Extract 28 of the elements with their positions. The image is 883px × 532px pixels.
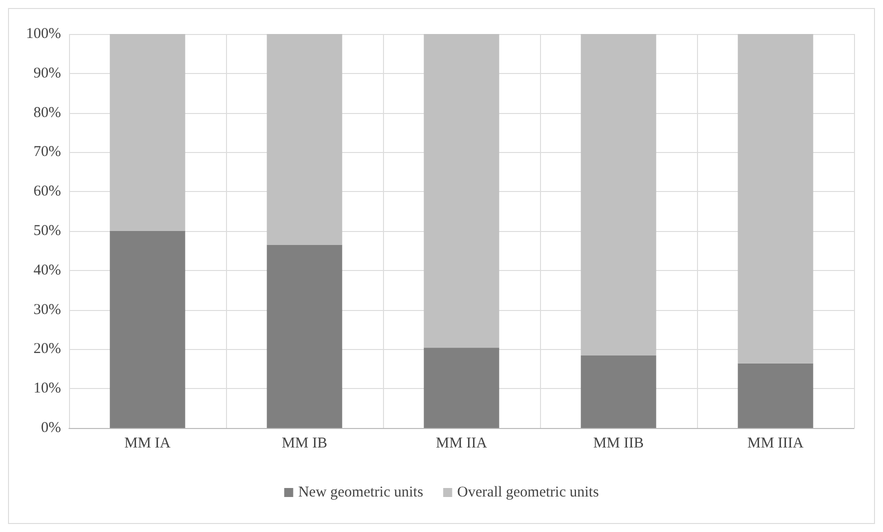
x-tick-label: MM IIIA xyxy=(747,436,804,452)
y-tick-label: 60% xyxy=(34,184,61,200)
y-tick-label: 50% xyxy=(34,223,61,239)
x-tick-label: MM IIB xyxy=(593,436,644,452)
bar xyxy=(738,363,814,428)
bar xyxy=(266,34,342,245)
bar xyxy=(580,356,656,428)
y-tick-label: 40% xyxy=(34,262,61,278)
legend-label: Overall geometric units xyxy=(457,484,599,500)
bar xyxy=(738,34,814,364)
y-tick-label: 80% xyxy=(34,104,61,121)
bar xyxy=(110,231,186,428)
bar xyxy=(110,34,186,231)
y-tick-label: 0% xyxy=(41,420,61,436)
x-tick-label: MM IA xyxy=(124,436,171,452)
y-tick-label: 70% xyxy=(34,144,61,160)
y-tick-label: 20% xyxy=(34,341,61,358)
bar xyxy=(580,34,656,356)
x-tick-label: MM IIA xyxy=(436,436,488,452)
y-tick-label: 30% xyxy=(34,302,61,318)
bar xyxy=(424,348,500,428)
x-tick-label: MM IB xyxy=(282,436,328,452)
y-tick-label: 90% xyxy=(34,65,61,82)
legend-label: New geometric units xyxy=(298,484,424,500)
bar xyxy=(266,244,342,428)
y-tick-label: 10% xyxy=(34,380,61,397)
bar xyxy=(424,34,500,348)
y-tick-label: 100% xyxy=(26,26,61,42)
